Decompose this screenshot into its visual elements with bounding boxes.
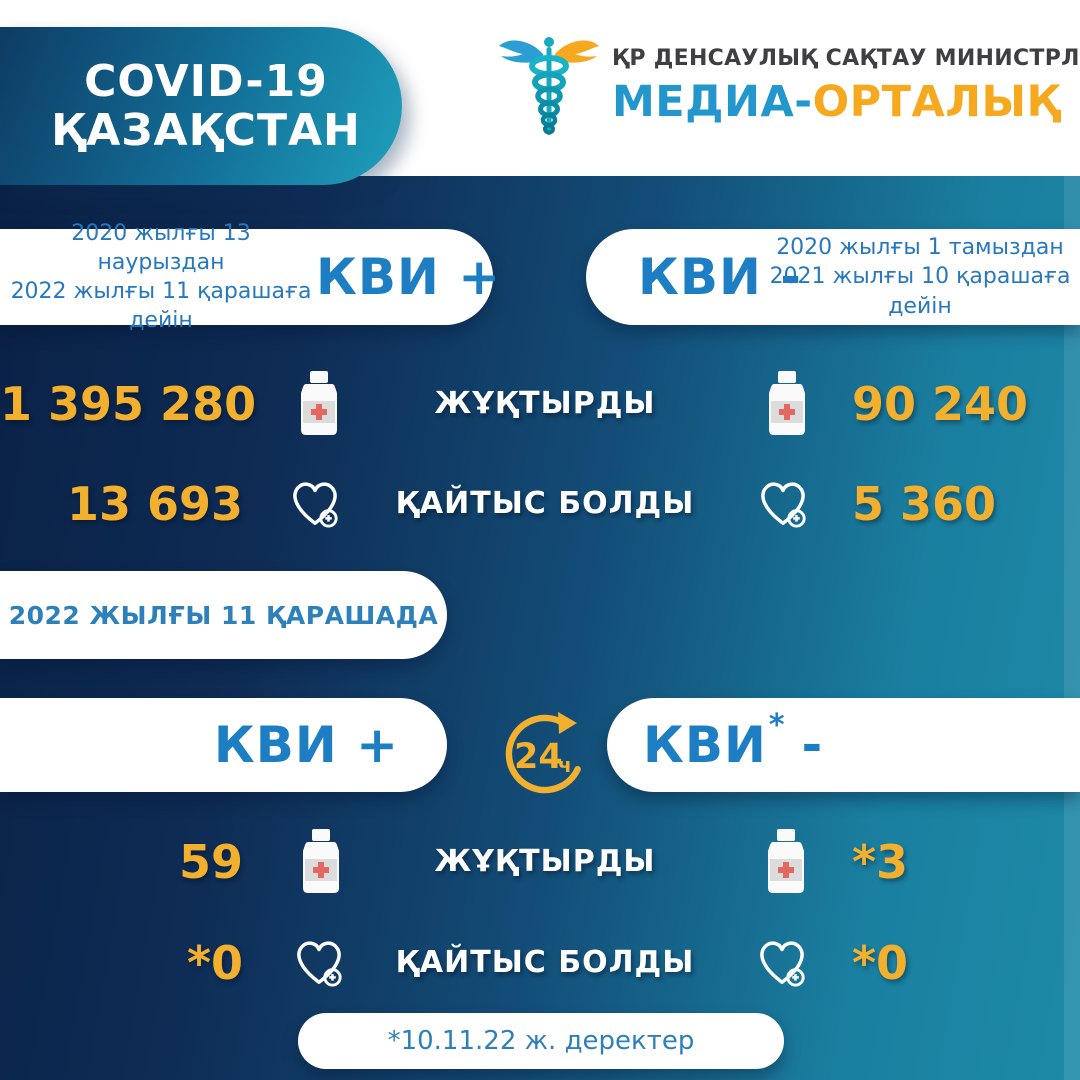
- daily-kvi-plus-infected: 59: [178, 835, 243, 889]
- banner-title-line2: ҚАЗАҚСТАН: [51, 105, 361, 156]
- media-title-part1: МЕДИА-: [612, 77, 813, 127]
- daily-kvi-plus-pill: КВИ +: [0, 698, 447, 792]
- footer-note-pill: *10.11.22 ж. деректер: [298, 1013, 784, 1069]
- medicine-bottle-icon: [298, 829, 344, 893]
- medicine-bottle-icon: [296, 371, 342, 435]
- cumulative-kvi-plus-infected: 1 395 280: [0, 377, 257, 431]
- kvi-minus-period-line2: 2021 жылғы 10 қарашаға дейін: [769, 264, 1071, 319]
- badge-24h-unit: ч: [558, 753, 572, 777]
- kvi-minus-label: КВИ -: [638, 248, 802, 306]
- cumulative-kvi-minus-deaths: 5 360: [852, 477, 997, 531]
- banner-title-line1: COVID-19: [84, 55, 328, 107]
- media-title-part2: ОРТАЛЫҚ: [812, 77, 1061, 127]
- right-edge-highlight: [1064, 176, 1080, 1080]
- kvi-plus-label: КВИ +: [316, 248, 502, 306]
- daily-kvi-minus-sign: -: [801, 716, 824, 774]
- kvi-plus-period-line1: 2020 жылғы 13 наурыздан: [71, 220, 251, 275]
- caduceus-icon: [497, 30, 601, 142]
- kvi-plus-period-pill: 2020 жылғы 13 наурыздан 2022 жылғы 11 қа…: [0, 221, 500, 333]
- ministry-name: ҚР ДЕНСАУЛЫҚ САҚТАУ МИНИСТРЛІГІ: [612, 46, 1080, 71]
- daily-kvi-minus-label: КВИ: [643, 716, 767, 774]
- cumulative-kvi-minus-infected: 90 240: [852, 377, 1029, 431]
- media-center-title: МЕДИА-ОРТАЛЫҚ: [612, 77, 1080, 127]
- daily-kvi-plus-deaths: *0: [186, 936, 243, 990]
- cumulative-kvi-plus-deaths: 13 693: [66, 477, 243, 531]
- heart-plus-icon: [292, 936, 346, 988]
- badge-24h-number: 24: [514, 737, 563, 777]
- heart-plus-icon: [756, 477, 810, 529]
- refresh-24h-icon: 24 ч: [497, 706, 599, 802]
- kvi-minus-period: 2020 жылғы 1 тамыздан 2021 жылғы 10 қара…: [765, 229, 1075, 325]
- medicine-bottle-icon: [764, 371, 810, 435]
- daily-kvi-minus-asterisk: *: [768, 707, 786, 743]
- covid-title-banner: COVID-19 ҚАЗАҚСТАН: [0, 27, 402, 185]
- kvi-plus-period-line2: 2022 жылғы 11 қарашаға дейін: [10, 279, 312, 334]
- cumulative-deaths-label: ҚАЙТЫС БОЛДЫ: [395, 486, 695, 521]
- heart-plus-icon: [755, 936, 809, 988]
- daily-infected-label: ЖҰҚТЫРДЫ: [434, 844, 656, 879]
- medicine-bottle-icon: [763, 829, 809, 893]
- heart-plus-icon: [288, 477, 342, 529]
- header-titles: ҚР ДЕНСАУЛЫҚ САҚТАУ МИНИСТРЛІГІ МЕДИА-ОР…: [612, 46, 1080, 127]
- daily-kvi-minus-deaths: *0: [852, 936, 909, 990]
- kvi-plus-period: 2020 жылғы 13 наурыздан 2022 жылғы 11 қа…: [6, 221, 316, 333]
- daily-kvi-minus-pill: КВИ * -: [607, 698, 1080, 792]
- daily-kvi-minus-infected: *3: [852, 835, 909, 889]
- kvi-minus-period-line1: 2020 жылғы 1 тамыздан: [776, 235, 1064, 261]
- cumulative-infected-label: ЖҰҚТЫРДЫ: [434, 386, 656, 421]
- daily-deaths-label: ҚАЙТЫС БОЛДЫ: [395, 945, 695, 980]
- kvi-minus-period-pill: КВИ - 2020 жылғы 1 тамыздан 2021 жылғы 1…: [586, 229, 1080, 325]
- report-date-pill: 2022 ЖЫЛҒЫ 11 ҚАРАШАДА: [0, 571, 447, 659]
